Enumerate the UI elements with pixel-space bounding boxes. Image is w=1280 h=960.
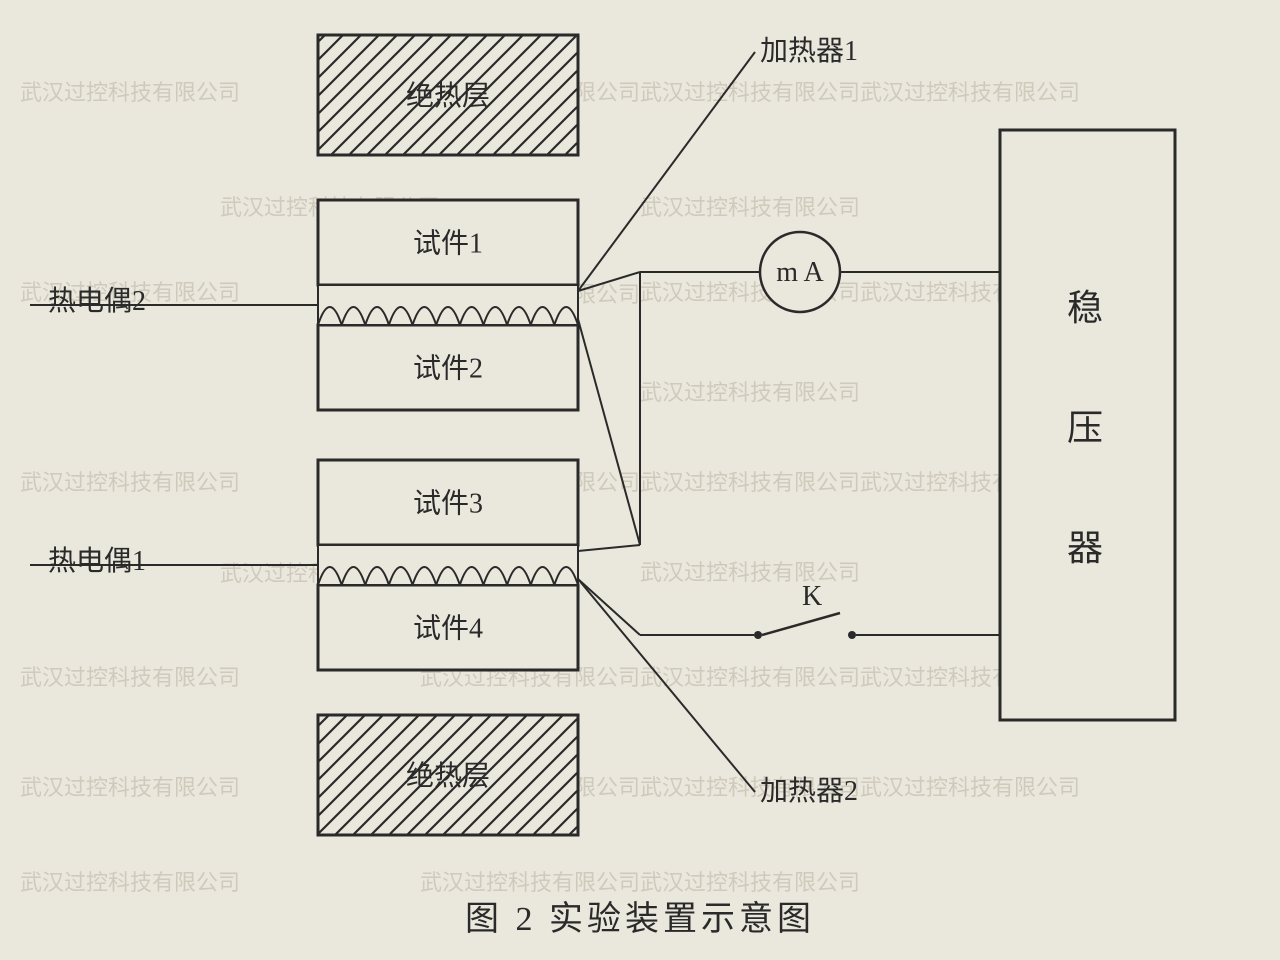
watermark: 武汉过控科技有限公司 (20, 775, 240, 800)
watermark: 武汉过控科技有限公司 (640, 870, 860, 895)
regulator-char-1: 压 (1067, 408, 1103, 448)
watermark: 武汉过控科技有限公司 (420, 870, 640, 895)
watermark: 武汉过控科技有限公司 (20, 665, 240, 690)
switch-k-label: K (802, 581, 822, 612)
watermark: 武汉过控科技有限公司 (20, 470, 240, 495)
insul-bot-label: 绝热层 (406, 760, 490, 792)
ammeter-label: m A (776, 257, 824, 288)
watermark: 武汉过控科技有限公司 (860, 775, 1080, 800)
regulator-char-0: 稳 (1067, 288, 1103, 328)
watermark: 武汉过控科技有限公司 (640, 80, 860, 105)
thermocouple2-label: 热电偶2 (48, 285, 146, 317)
spec3-label: 试件3 (413, 488, 483, 520)
regulator-char-2: 器 (1067, 528, 1103, 568)
spec4-label: 试件4 (413, 613, 483, 645)
insul-top-label: 绝热层 (406, 80, 490, 112)
spec2-label: 试件2 (413, 353, 483, 385)
thermocouple1-label: 热电偶1 (48, 545, 146, 577)
figure-caption: 图 2 实验装置示意图 (465, 900, 815, 938)
heater2-label: 加热器2 (760, 775, 858, 807)
heater1-label: 加热器1 (760, 35, 858, 67)
watermark: 武汉过控科技有限公司 (640, 665, 860, 690)
watermark: 武汉过控科技有限公司 (640, 470, 860, 495)
spec1-label: 试件1 (413, 228, 483, 260)
watermark: 武汉过控科技有限公司 (640, 380, 860, 405)
heater1 (318, 285, 578, 325)
watermark: 武汉过控科技有限公司 (640, 195, 860, 220)
watermark: 武汉过控科技有限公司 (860, 80, 1080, 105)
watermark: 武汉过控科技有限公司 (20, 870, 240, 895)
watermark: 武汉过控科技有限公司 (20, 80, 240, 105)
watermark: 武汉过控科技有限公司 (640, 560, 860, 585)
heater2 (318, 545, 578, 585)
